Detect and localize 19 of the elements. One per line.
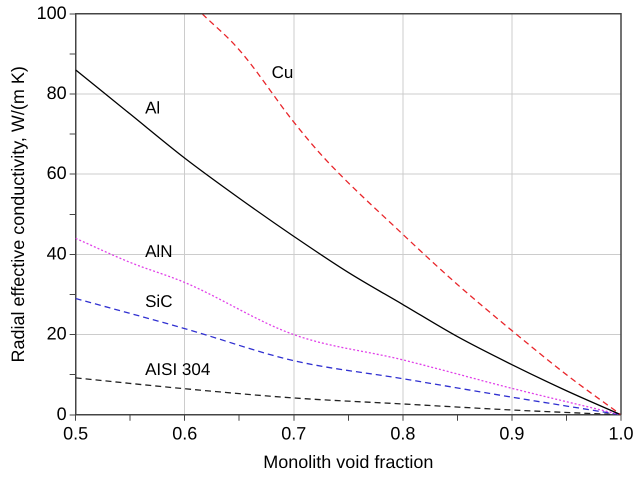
x-tick-label: 1.0 [608,424,634,444]
y-tick-label: 80 [46,82,67,103]
y-tick-label: 100 [36,2,67,23]
y-tick-label: 20 [46,324,67,344]
series-label: AlN [145,242,172,262]
y-tick-label: 40 [46,243,67,264]
x-tick-label: 0.6 [172,424,198,444]
x-tick-label: 0.9 [499,424,524,444]
y-tick-label: 0 [56,404,67,424]
series-label: Cu [272,63,294,82]
x-tick-label: 0.5 [63,424,88,444]
series-label: Al [145,98,160,118]
y-tick-label: 60 [46,163,67,184]
series-label: AISI 304 [145,360,210,380]
x-tick-label: 0.7 [281,424,306,444]
y-axis-title: Radial effective conductivity, W/(m K) [8,66,28,363]
x-tick-label: 0.8 [390,424,416,444]
x-axis-title: Monolith void fraction [263,452,434,472]
series-label: SiC [145,292,172,312]
